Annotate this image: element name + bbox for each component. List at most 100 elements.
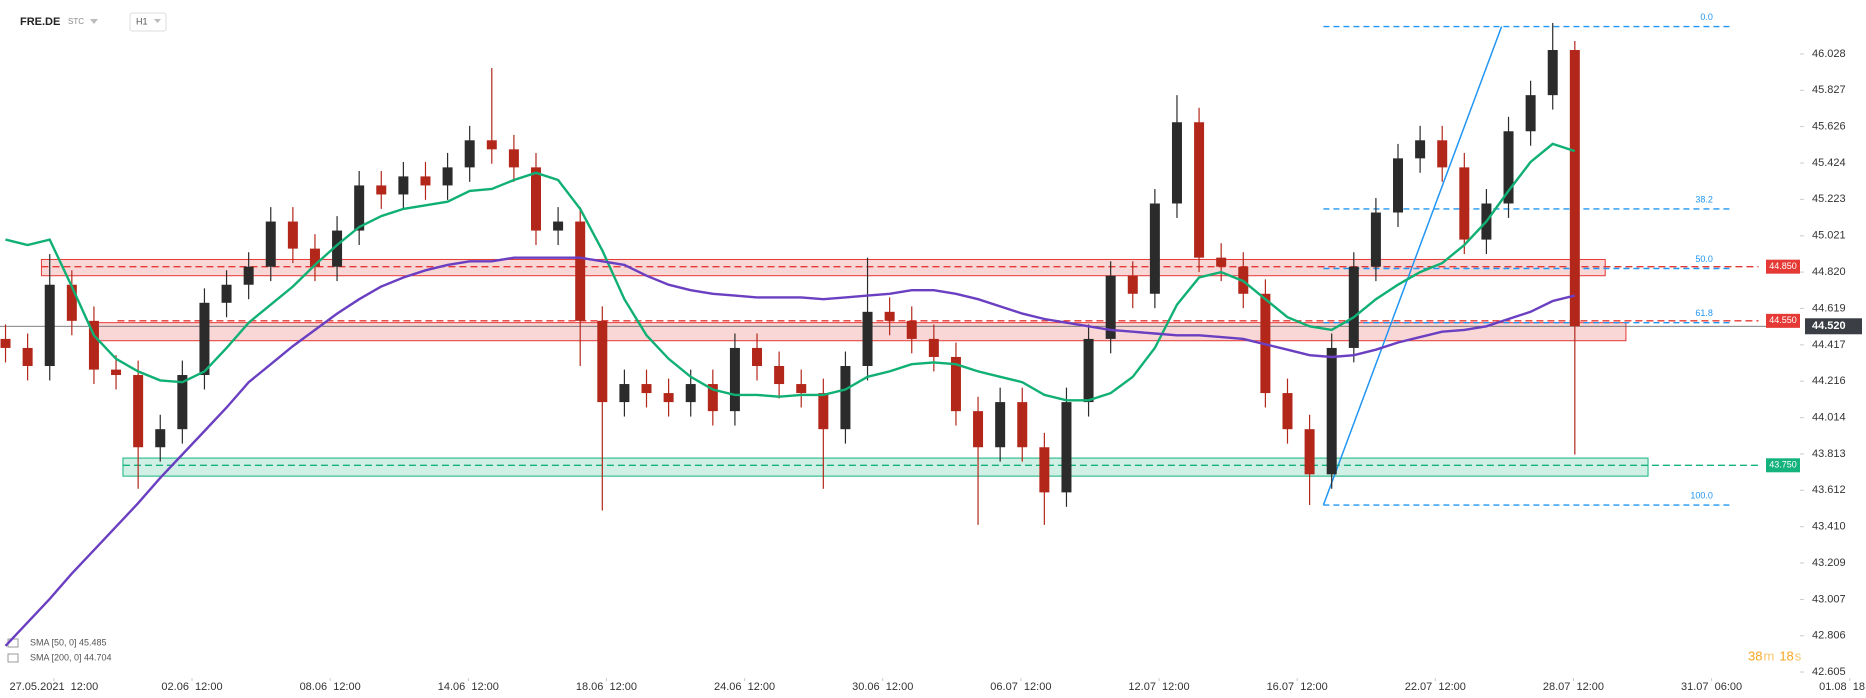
candle-body — [1547, 50, 1558, 96]
zone — [40, 258, 1606, 277]
candle-body — [1194, 122, 1205, 258]
candle-body — [1127, 275, 1138, 294]
candle-body — [575, 221, 586, 321]
x-tick-label: 22.07 12:00 — [1405, 681, 1466, 693]
x-tick-label: 14.06 12:00 — [438, 681, 499, 693]
x-tick-label: 27.05.2021 12:00 — [10, 681, 99, 693]
candle-body — [530, 167, 541, 231]
y-tick-label: 45.626 — [1812, 120, 1846, 132]
candle-body — [884, 311, 895, 321]
timer-part: m — [1763, 648, 1774, 663]
candle-body — [243, 266, 254, 285]
candle-body — [973, 411, 984, 448]
fib-label: 50.0 — [1695, 254, 1713, 264]
level-tag — [1766, 259, 1800, 274]
candle-body — [1503, 131, 1514, 204]
legend-label: SMA [200, 0] 44.704 — [30, 652, 112, 662]
candle-body — [1304, 429, 1315, 475]
y-tick-label: 42.806 — [1812, 630, 1846, 642]
candle-body — [309, 248, 320, 267]
x-tick-label: 24.06 12:00 — [714, 681, 775, 693]
candle-body — [1393, 158, 1404, 213]
x-tick-label: 30.06 12:00 — [852, 681, 913, 693]
candle-body — [0, 338, 11, 348]
level-label: 44.850 — [1769, 261, 1797, 271]
candle-body — [420, 176, 431, 186]
legend-label: SMA [50, 0] 45.485 — [30, 637, 107, 647]
fib-label: 0.0 — [1700, 12, 1713, 22]
timeframe[interactable]: H1 — [136, 16, 148, 26]
candle-body — [398, 176, 409, 195]
x-tick-label: 31.07 06:00 — [1681, 681, 1742, 693]
x-tick-label: 16.07 12:00 — [1267, 681, 1328, 693]
x-tick-label: 28.07 12:00 — [1543, 681, 1604, 693]
candle-body — [1149, 203, 1160, 294]
candle-body — [354, 185, 365, 231]
timer-part: 38 — [1748, 648, 1762, 663]
sma-line — [4, 256, 1576, 647]
candle-body — [1282, 393, 1293, 430]
candle-body — [22, 347, 33, 366]
candle-body — [1415, 140, 1426, 159]
candle-body — [1039, 447, 1050, 493]
dropdown-arrow[interactable] — [154, 19, 161, 23]
y-tick-label: 42.605 — [1812, 666, 1846, 678]
level-label: 44.550 — [1769, 315, 1797, 325]
y-tick-label: 45.827 — [1812, 84, 1846, 96]
candle-body — [88, 320, 99, 370]
candle-body — [332, 230, 343, 267]
candle-body — [177, 375, 188, 430]
x-tick-label: 12.07 12:00 — [1128, 681, 1189, 693]
timer-part: 18 — [1779, 648, 1793, 663]
candle-body — [155, 429, 166, 448]
y-tick-label: 44.619 — [1812, 302, 1846, 314]
candle-body — [1171, 122, 1182, 204]
dropdown-arrow[interactable] — [90, 19, 98, 24]
candle-body — [265, 221, 276, 267]
candle-body — [906, 320, 917, 339]
y-tick-label: 43.410 — [1812, 521, 1846, 533]
x-tick-label: 01.08 18:00 — [1819, 681, 1866, 693]
candle-body — [1569, 50, 1580, 327]
candle-body — [1370, 212, 1381, 267]
candle-body — [1525, 95, 1536, 132]
candle-body — [1216, 257, 1227, 267]
legend-icon — [7, 653, 19, 663]
zone — [93, 322, 1627, 342]
candle-body — [818, 393, 829, 430]
candle-body — [1348, 266, 1359, 348]
timeframe-box[interactable] — [129, 12, 167, 32]
candle-body — [619, 384, 630, 403]
candle-body — [1017, 402, 1028, 448]
candle-body — [486, 140, 497, 150]
sma-line — [5, 142, 1576, 402]
x-tick-label: 06.07 12:00 — [990, 681, 1051, 693]
candle-body — [442, 167, 453, 186]
candle-body — [752, 347, 763, 366]
fib-label: 100.0 — [1690, 490, 1713, 500]
candle-body — [553, 221, 564, 231]
candle-body — [287, 221, 298, 249]
zone — [122, 457, 1649, 477]
candle-body — [111, 369, 122, 376]
x-tick-label: 02.06 12:00 — [161, 681, 222, 693]
y-tick-label: 44.216 — [1812, 375, 1846, 387]
x-tick-label: 08.06 12:00 — [300, 681, 361, 693]
candle-body — [928, 338, 939, 357]
candle-body — [729, 347, 740, 412]
candle-body — [597, 320, 608, 403]
candle-body — [995, 402, 1006, 448]
candle-body — [1083, 338, 1094, 403]
candle-body — [133, 375, 144, 448]
level-label: 43.750 — [1769, 460, 1797, 470]
price-label: 44.520 — [1812, 320, 1846, 332]
candle-body — [44, 284, 55, 366]
candle-body — [862, 311, 873, 366]
symbol: FRE.DE — [20, 16, 60, 28]
candle-body — [66, 284, 77, 321]
candle-body — [376, 185, 387, 195]
y-tick-label: 44.417 — [1812, 339, 1846, 351]
candle-body — [707, 384, 718, 412]
